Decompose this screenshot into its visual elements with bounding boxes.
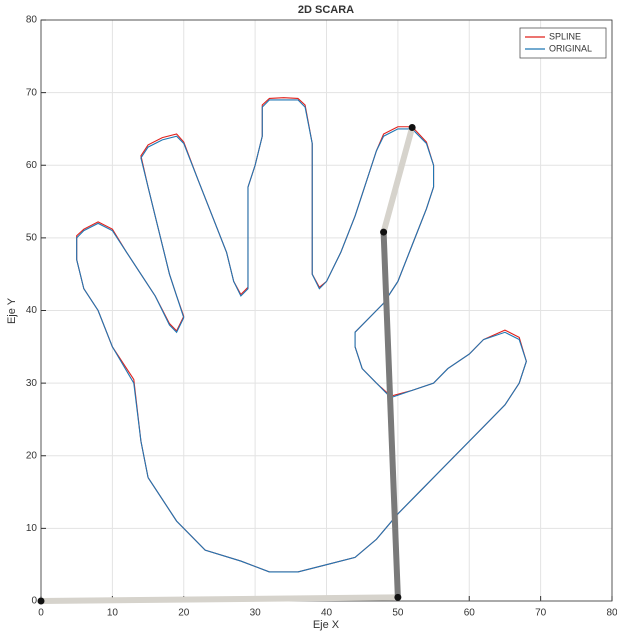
y-tick-label: 0 (31, 596, 37, 607)
x-tick-label: 40 (321, 608, 333, 619)
x-tick-label: 70 (535, 608, 547, 619)
y-tick-label: 10 (26, 523, 38, 534)
x-tick-label: 30 (250, 608, 262, 619)
y-tick-label: 50 (26, 233, 38, 244)
y-tick-label: 40 (26, 305, 38, 316)
arm-link (380, 124, 416, 236)
arm-joint (408, 123, 416, 131)
x-axis-label: Eje X (313, 619, 340, 631)
y-tick-label: 30 (26, 378, 38, 389)
x-tick-label: 20 (178, 608, 190, 619)
x-tick-label: 60 (464, 608, 476, 619)
chart-title: 2D SCARA (298, 4, 354, 16)
y-tick-label: 60 (26, 160, 38, 171)
arm-joint (380, 228, 388, 236)
arm-link (380, 229, 401, 601)
legend-label: SPLINE (549, 31, 581, 41)
legend-label: ORIGINAL (549, 43, 592, 53)
legend-box (519, 27, 607, 59)
arm-link (38, 594, 401, 604)
x-tick-label: 10 (107, 608, 119, 619)
arm-joint (37, 597, 45, 605)
x-tick-label: 50 (392, 608, 404, 619)
arm-joint (394, 593, 402, 601)
x-tick-label: 0 (38, 608, 44, 619)
x-tick-label: 80 (606, 608, 617, 619)
y-tick-label: 20 (26, 450, 38, 461)
y-tick-label: 70 (26, 87, 38, 98)
y-tick-label: 80 (26, 15, 38, 26)
y-axis-label: Eje Y (6, 297, 18, 324)
series-line (76, 99, 527, 573)
